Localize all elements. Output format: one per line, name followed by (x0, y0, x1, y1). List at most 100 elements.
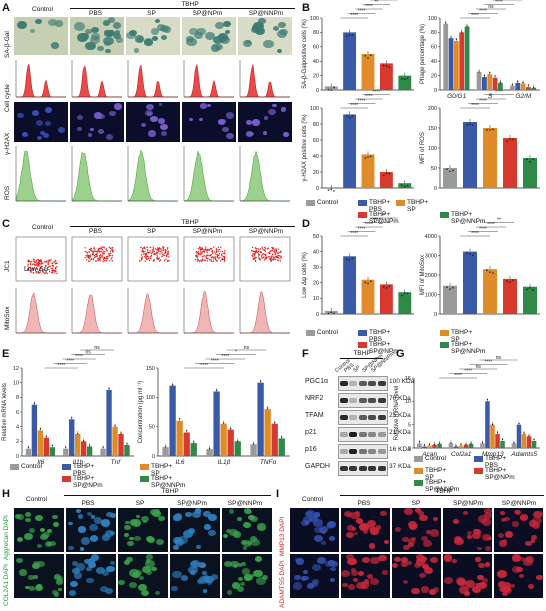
point (486, 269, 488, 272)
bar (463, 122, 477, 188)
point (496, 431, 499, 433)
sig-label: **** (471, 103, 479, 109)
sig-label: **** (471, 13, 479, 19)
blot-size-label: 25 KDa (389, 412, 411, 419)
istain-image (392, 508, 441, 552)
istain-image (443, 554, 492, 598)
h-col-sp-npm: SP@NPm (177, 500, 207, 507)
point (512, 138, 514, 141)
h-tbhp-label: TBHP (161, 488, 179, 495)
legend-label-sp: TBHP+ SP (425, 467, 447, 481)
bar (511, 443, 517, 448)
point (348, 116, 351, 119)
sig-label: **** (57, 363, 65, 369)
bar (398, 183, 412, 188)
point (478, 71, 480, 73)
point (401, 78, 403, 80)
point (346, 258, 348, 261)
bar (398, 75, 412, 90)
point (82, 440, 85, 442)
point (404, 292, 406, 295)
y-tick-label: 100 (428, 16, 437, 22)
blot-band-strip (338, 427, 388, 442)
hstain-image (170, 554, 220, 598)
bar (37, 430, 44, 456)
point (446, 168, 448, 170)
bar (437, 443, 442, 448)
sig-label: **** (365, 4, 373, 10)
y-tick-label: 40 (313, 249, 319, 255)
point (470, 442, 472, 444)
jc1-image (182, 235, 236, 283)
blot-band (349, 398, 358, 403)
legend-label-sp_npm: TBHP+ SP@NPm (73, 475, 103, 489)
bar (498, 82, 503, 90)
point (39, 428, 42, 430)
y-axis-label: γ-H2AX positive cells (%) (302, 114, 308, 181)
sig-label: **** (471, 231, 479, 237)
category-label: IL1β (218, 459, 231, 466)
y-axis-label: Concentration (pg ml⁻¹) (138, 381, 144, 444)
point (382, 64, 385, 67)
point (450, 36, 452, 38)
y-tick-label: 4 (16, 424, 19, 430)
i-col-sp-npm: SP@NPm (453, 500, 483, 507)
col-sp-npm: SP@NPm (192, 10, 223, 17)
y-tick-label: 60 (431, 45, 437, 51)
low-dpsi-label: Low Δψ (24, 266, 49, 273)
bar (220, 423, 227, 456)
point (438, 442, 441, 445)
bar (361, 279, 375, 314)
legend-label-control: Control (317, 329, 338, 336)
y-tick-label: 0 (434, 88, 437, 94)
bar (49, 447, 56, 456)
legend-swatch-sp_npm (358, 342, 367, 348)
point (499, 81, 502, 83)
bar (86, 446, 93, 456)
y-tick-label: 2 (16, 439, 19, 445)
point (522, 81, 524, 84)
istain-image (290, 554, 339, 598)
point (466, 252, 468, 254)
blot-band (368, 466, 377, 471)
bar (443, 285, 457, 314)
y-tick-label: 80 (313, 122, 319, 128)
bar (492, 77, 498, 90)
point (472, 254, 474, 256)
point (501, 438, 504, 440)
h-col-control: Control (26, 496, 47, 503)
ros-image (14, 144, 68, 204)
hstain-image (66, 554, 116, 598)
point (346, 115, 348, 117)
istain-image (341, 508, 390, 552)
sig-label: ns (488, 4, 494, 10)
y-tick-label: 100 (428, 146, 437, 152)
ros-image (182, 144, 236, 204)
bar (190, 443, 197, 456)
blot-size-label: 21 KDa (389, 429, 411, 436)
col-control: Control (32, 6, 53, 13)
istain-image (341, 554, 390, 598)
f-tbhp-line (340, 358, 383, 359)
y-tick-label: 0 (316, 186, 319, 192)
point (492, 128, 494, 131)
legend-label-sp_nnpm: TBHP+ SP@NNPm (451, 211, 486, 225)
legend-label-control: Control (21, 463, 42, 470)
hstain-image (118, 508, 168, 552)
bar (234, 441, 241, 456)
sig-label: **** (503, 0, 511, 1)
point (472, 124, 474, 127)
blot-band (377, 381, 386, 386)
point (237, 440, 239, 442)
point (185, 430, 188, 432)
bar (487, 74, 493, 90)
bar (531, 441, 537, 448)
blot-band-strip (338, 444, 388, 459)
sig-label: **** (221, 354, 229, 360)
i-col-sp: SP (411, 500, 421, 507)
blot-protein-label: p16 (305, 446, 317, 453)
point (208, 447, 211, 449)
sig-label: * (490, 94, 492, 100)
